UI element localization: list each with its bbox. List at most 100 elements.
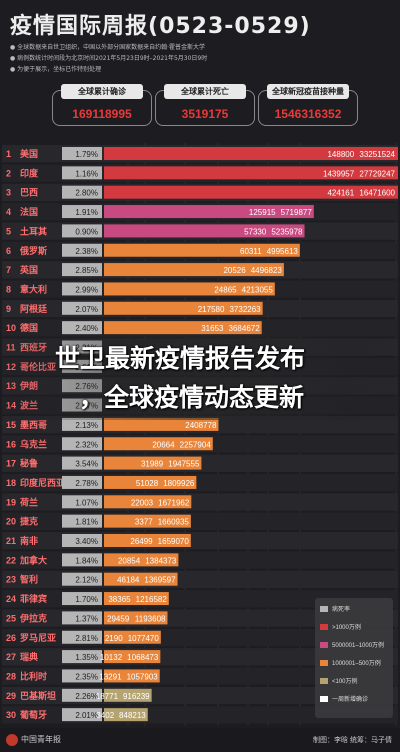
legend-swatch [320,642,328,649]
fatality-bar [62,417,102,431]
fatality-bar [62,166,102,180]
fatality-bar [62,572,102,586]
cumulative-bar [104,514,191,528]
cumulative-label: 1193608 [135,614,166,623]
note-2: ● 病例数统计时间段为北京时间2021年5月23日9时–2021年5月30日9时 [10,55,208,62]
weekly-new-label: 20526 [223,266,246,275]
fatality-bar [62,475,102,489]
fatality-rate-label: 2.12% [75,576,98,585]
fatality-rate-label: 3.40% [75,537,98,546]
fatality-bar [62,301,102,315]
cumulative-bar [104,669,160,683]
cumulative-bar [104,708,148,722]
country-label: 比利时 [20,670,47,682]
card-label: 全球新冠疫苗接种量 [267,84,349,99]
fatality-rate-label: 2.13% [75,421,98,430]
country-label: 巴西 [20,188,38,199]
fatality-rate-label: 1.35% [75,653,98,662]
fatality-bar [62,185,102,199]
weekly-new-label: 31653 [201,324,224,333]
weekly-new-label: 29459 [107,614,130,623]
logo: 中国青年报 [6,734,61,746]
legend-swatch [320,696,328,703]
headline-line-2: ，全球疫情动态更新 [79,383,305,412]
credits: 制图：李晗 统筹：马子倩 [313,737,392,744]
weekly-new-label: 31989 [141,460,164,469]
weekly-new-label: 3402 [96,711,114,720]
country-label: 智利 [20,574,38,586]
legend-swatch [320,660,328,667]
country-label: 秘鲁 [20,458,38,470]
fatality-bar [62,688,102,702]
card-value: 1546316352 [274,107,342,121]
country-label: 英国 [19,264,38,276]
country-label: 菲律宾 [20,593,47,605]
fatality-bar [62,630,102,644]
weekly-new-label: 1439957 [323,169,355,178]
weekly-new-label: 22003 [131,498,154,507]
cumulative-bar [104,417,219,431]
rank-label: 16 [6,439,16,449]
cumulative-bar [104,475,197,489]
fatality-rate-label: 1.70% [75,595,98,604]
fatality-rate-label: 2.78% [75,479,98,488]
cumulative-label: 1659070 [158,537,190,546]
legend-swatch [320,678,328,685]
weekly-new-label: 51028 [136,479,159,488]
fatality-rate-label: 2.85% [75,266,98,275]
cumulative-label: 1809926 [163,479,195,488]
country-label: 加拿大 [19,554,47,566]
rank-label: 4 [6,207,11,217]
row-background [2,570,398,589]
legend-label: 5000001–1000万例 [332,643,385,649]
rank-label: 2 [6,168,11,178]
cumulative-label: 1384373 [145,556,177,565]
fatality-rate-label: 0.90% [75,227,98,236]
fatality-bar [62,243,102,257]
rank-label: 1 [6,149,11,159]
weekly-new-label: 20854 [118,556,141,565]
card-total-cases: 全球累计确诊 169118995 [52,84,152,126]
cumulative-bar [104,592,169,606]
header: 疫情国际周报(0523-0529) ● 全球数据来自世卫组织，中国以外部分国家数… [0,0,400,80]
rank-label: 24 [6,594,16,604]
weekly-new-label: 3377 [135,518,153,527]
fatality-rate-label: 2.99% [75,285,98,294]
country-label: 阿根廷 [20,303,48,315]
fatality-rate-label: 1.07% [75,498,98,507]
fatality-bar [62,321,102,335]
cumulative-label: 1216582 [136,595,168,604]
cumulative-bar [104,166,398,180]
rank-label: 17 [6,459,16,469]
card-label: 全球累计确诊 [61,84,143,99]
cumulative-label: 1057903 [127,672,159,681]
footer: 中国青年报 制图：李晗 统筹：马子倩 [0,728,400,752]
fatality-rate-label: 2.32% [75,440,98,449]
country-label: 乌克兰 [20,438,47,450]
fatality-bar [62,437,102,451]
country-label: 瑞典 [20,651,38,663]
cumulative-bar [104,321,262,335]
fatality-bar [62,514,102,528]
logo-text: 中国青年报 [21,735,61,745]
weekly-new-label: 2190 [105,634,123,643]
fatality-rate-label: 2.35% [75,672,98,681]
cumulative-label: 27729247 [359,169,395,178]
fatality-bar [62,456,102,470]
cumulative-bar [104,205,314,219]
fatality-rate-label: 1.81% [75,518,98,527]
cumulative-bar [104,688,152,702]
weekly-new-label: 24865 [214,285,237,294]
cumulative-label: 1947555 [168,460,200,469]
weekly-new-label: 217580 [198,305,225,314]
fatality-rate-label: 2.40% [75,324,98,333]
legend-swatch [320,624,328,631]
weekly-new-label: 20664 [152,440,175,449]
cumulative-label: 848213 [119,711,146,720]
country-label: 葡萄牙 [19,709,47,721]
fatality-rate-label: 1.37% [75,614,98,623]
country-label: 巴基斯坦 [20,690,56,702]
weekly-new-label: 57330 [244,227,267,236]
rank-label: 15 [6,420,16,430]
weekly-new-label: 38365 [108,595,131,604]
